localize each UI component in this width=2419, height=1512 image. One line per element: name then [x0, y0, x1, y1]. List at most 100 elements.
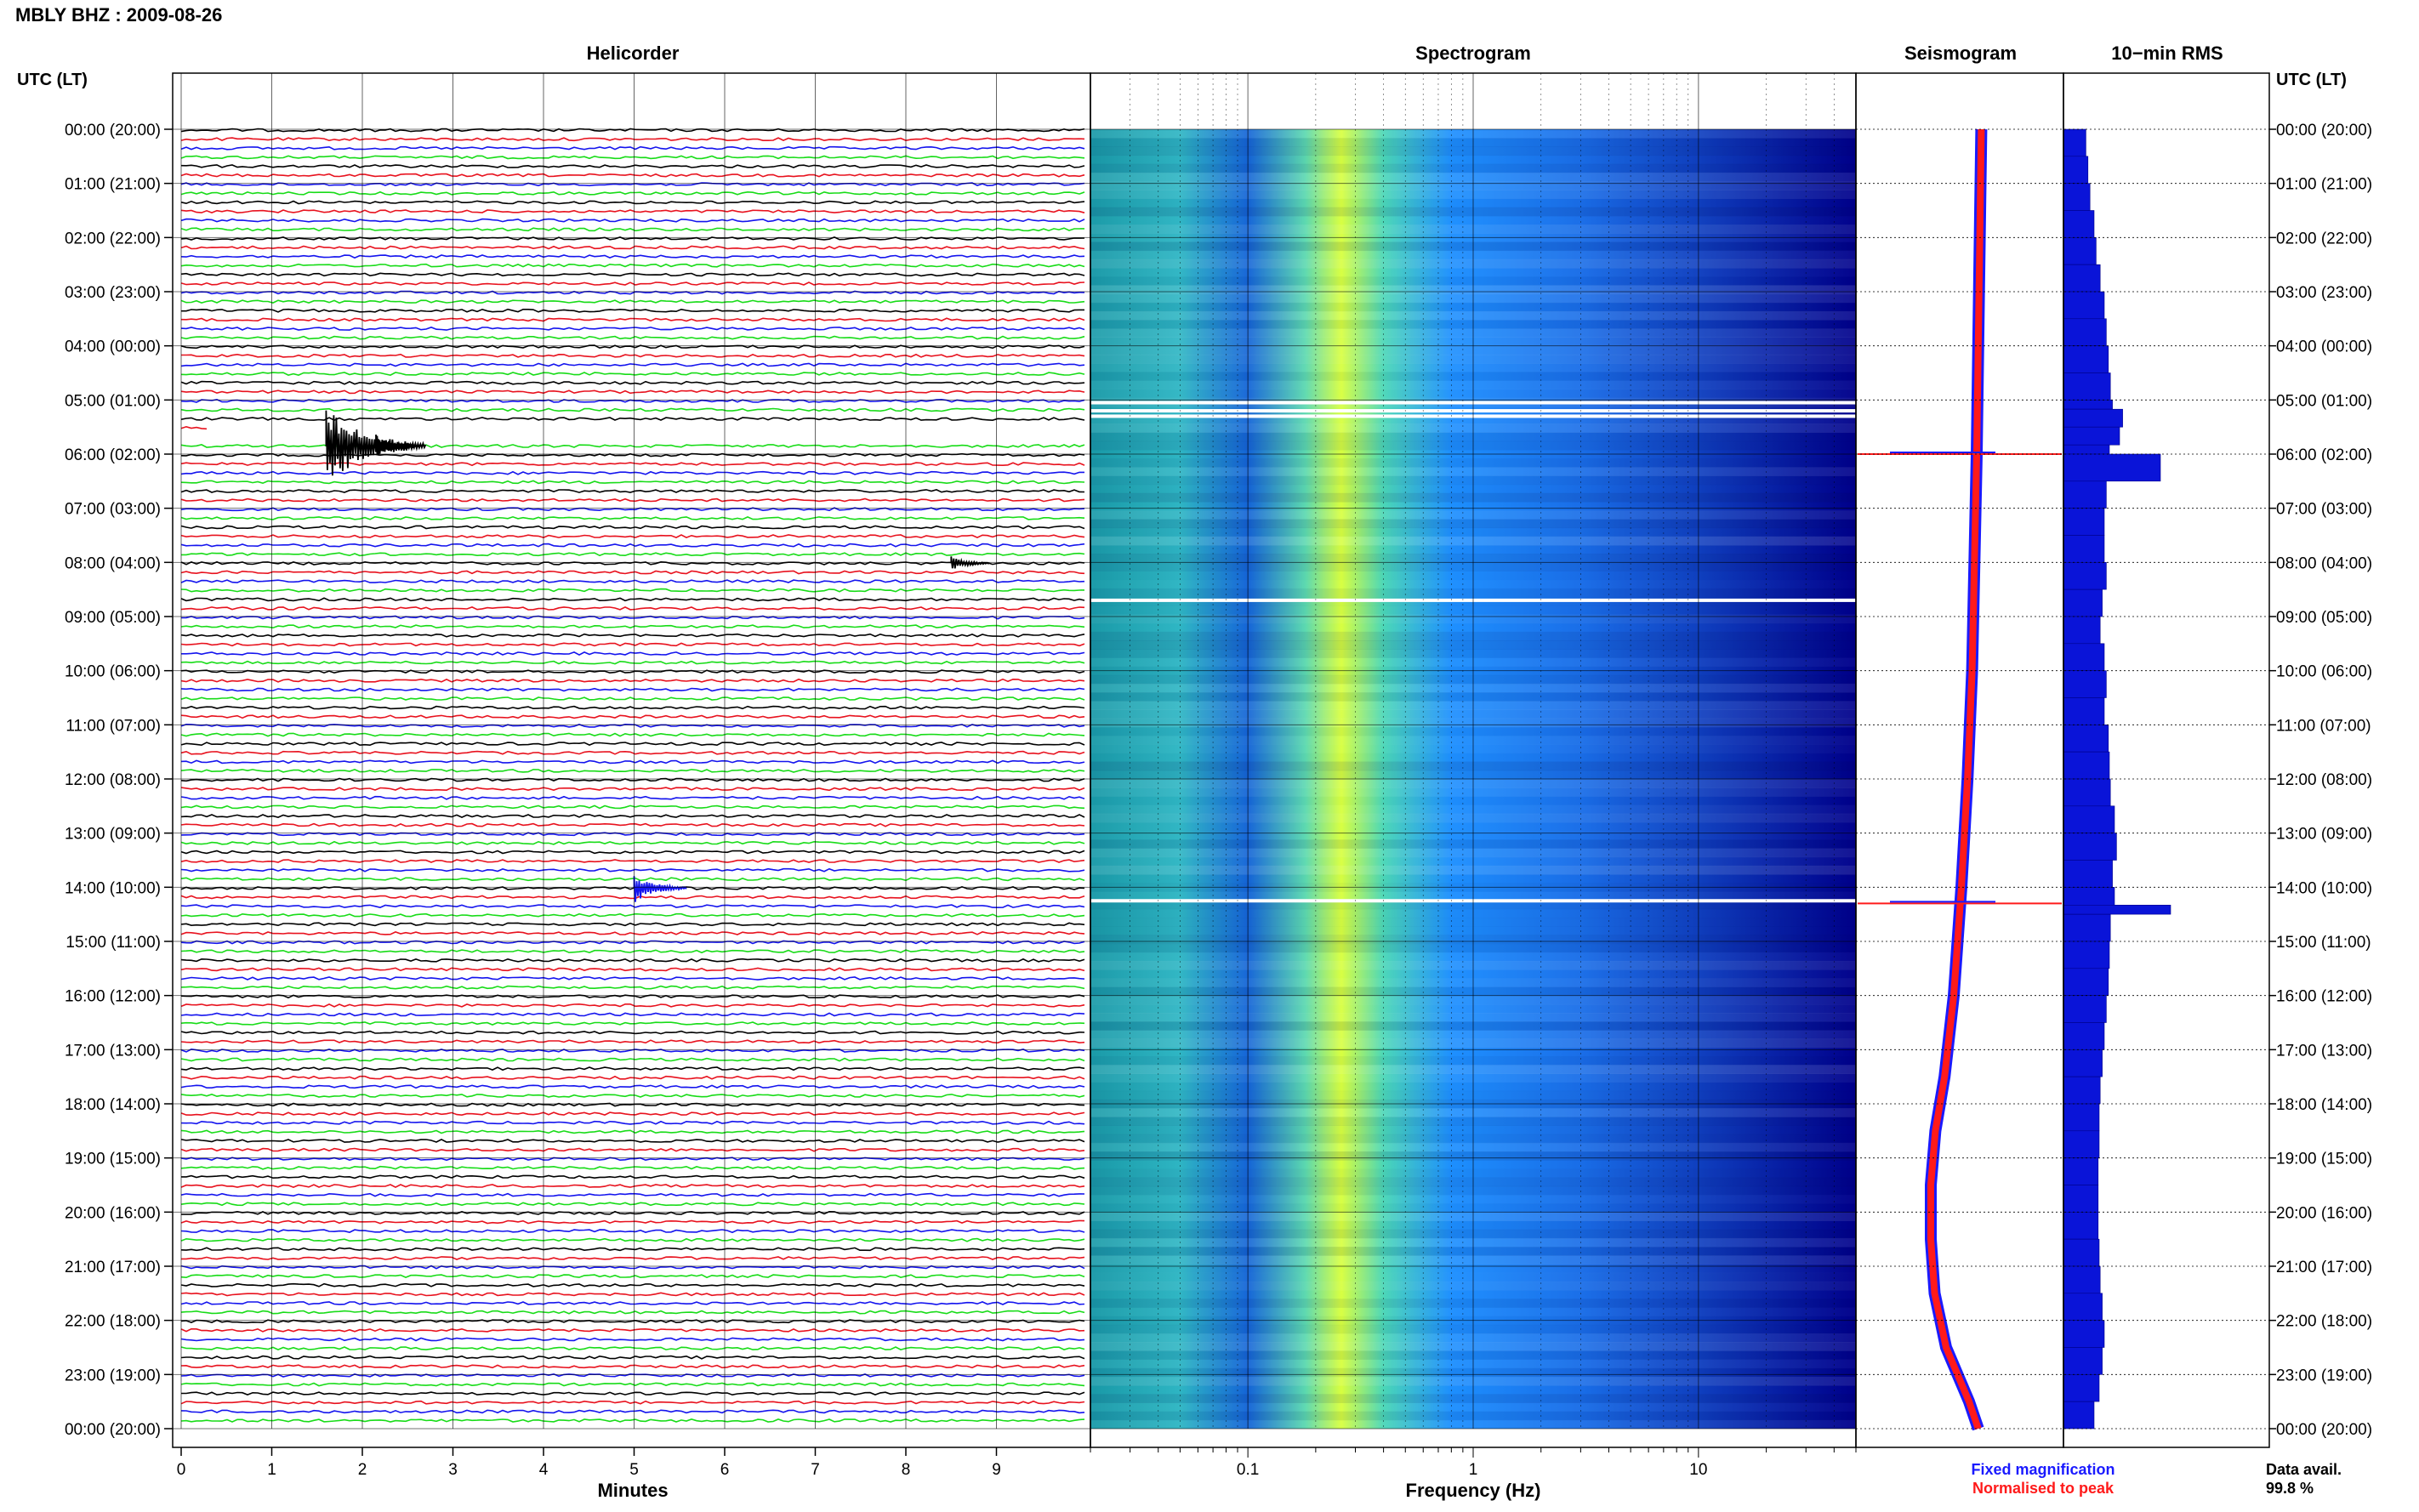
- hour-tick-label-right: 07:00 (03:00): [2276, 501, 2372, 519]
- helicorder-trace: [181, 1174, 1085, 1179]
- helicorder-trace: [180, 867, 1085, 873]
- helicorder-trace: [180, 1346, 1085, 1350]
- rms-bar: [2063, 1022, 2105, 1050]
- rms-bar: [2063, 426, 2120, 446]
- helicorder-trace: [180, 985, 1085, 990]
- helicorder-trace: [180, 1274, 1085, 1279]
- helicorder-trace: [180, 1219, 1085, 1225]
- hour-tick-label-right: 08:00 (04:00): [2276, 554, 2372, 572]
- hour-tick-label-left: 23:00 (19:00): [65, 1367, 161, 1384]
- helicorder-trace: [180, 245, 1085, 250]
- rms-bar: [2063, 1076, 2101, 1105]
- helicorder-trace: [180, 281, 1085, 286]
- helicorder-trace: [180, 272, 1085, 277]
- hour-tick-label-left: 17:00 (13:00): [65, 1042, 161, 1060]
- rms-title: 10−min RMS: [2111, 43, 2223, 64]
- helicorder-trace: [180, 543, 1085, 548]
- hour-tick-label-right: 15:00 (11:00): [2276, 934, 2371, 952]
- spectrogram-xlabel: Frequency (Hz): [1406, 1480, 1541, 1501]
- minute-tick-label: 4: [539, 1461, 549, 1479]
- helicorder-trace: [180, 1409, 1085, 1414]
- helicorder-trace: [180, 832, 1085, 837]
- minute-tick-label: 6: [720, 1461, 730, 1479]
- rms-bar: [2063, 1049, 2103, 1077]
- hour-tick-label-left: 05:00 (01:00): [65, 392, 161, 410]
- minute-tick-label: 3: [448, 1461, 458, 1479]
- rms-bar: [2063, 860, 2113, 888]
- helicorder-trace: [180, 1319, 1085, 1324]
- minute-tick-label: 0: [177, 1461, 186, 1479]
- helicorder-trace: [180, 642, 1085, 647]
- hour-tick-label-left: 20:00 (16:00): [65, 1204, 161, 1222]
- helicorder-trace: [180, 606, 1085, 611]
- hour-tick-label-right: 00:00 (20:00): [2276, 1421, 2372, 1439]
- helicorder-trace: [180, 327, 1085, 331]
- rms-bar: [2063, 1212, 2099, 1240]
- hour-tick-label-left: 15:00 (11:00): [65, 934, 161, 952]
- helicorder-trace: [180, 1057, 1085, 1062]
- hour-tick-label-right: 19:00 (15:00): [2276, 1151, 2372, 1168]
- hour-tick-label-right: 14:00 (10:00): [2276, 879, 2372, 897]
- hour-tick-label-right: 23:00 (19:00): [2276, 1367, 2372, 1384]
- spectrogram-title: Spectrogram: [1415, 43, 1531, 64]
- rms-bar: [2063, 444, 2110, 455]
- helicorder-trace: [180, 1337, 1085, 1342]
- rms-bar: [2063, 616, 2101, 645]
- helicorder-trace: [180, 1265, 1085, 1270]
- hour-tick-label-left: 19:00 (15:00): [65, 1151, 161, 1168]
- rms-bar: [2063, 345, 2109, 373]
- helicorder-trace: [180, 1129, 1085, 1134]
- rms-bar: [2063, 643, 2105, 671]
- minute-tick-label: 5: [629, 1461, 639, 1479]
- rms-bar: [2063, 561, 2107, 590]
- helicorder-trace: [180, 1003, 1085, 1008]
- rms-bar: [2063, 1265, 2101, 1294]
- helicorder-trace: [180, 534, 1085, 539]
- helicorder-trace: [180, 1111, 1085, 1117]
- helicorder-trace: [180, 155, 1085, 160]
- rms-bar: [2063, 236, 2097, 265]
- helicorder-trace: [180, 1192, 1085, 1197]
- hour-tick-label-left: 13:00 (09:00): [65, 826, 161, 844]
- helicorder-trace: [180, 678, 1085, 683]
- helicorder-trace: [180, 759, 1085, 765]
- helicorder-trace: [180, 1030, 1085, 1035]
- helicorder-trace: [180, 362, 1085, 367]
- helicorder-trace: [180, 1310, 1085, 1315]
- rms-bar: [2063, 995, 2107, 1023]
- helicorder-trace: [180, 200, 1085, 205]
- helicorder-trace: [180, 633, 1085, 638]
- rms-bar: [2063, 1347, 2103, 1375]
- hour-tick-label-right: 22:00 (18:00): [2276, 1313, 2372, 1331]
- hour-tick-label-left: 01:00 (21:00): [65, 176, 161, 194]
- helicorder-trace: [181, 1210, 1085, 1215]
- legend-fixed-magnification: Fixed magnification: [1971, 1461, 2114, 1478]
- helicorder-trace: [180, 470, 1084, 475]
- helicorder-trace: [180, 209, 1085, 214]
- helicorder-trace: [180, 714, 1085, 719]
- helicorder-trace: [181, 1256, 1085, 1260]
- helicorder-trace: [180, 425, 208, 430]
- helicorder-trace: [180, 489, 1085, 493]
- rms-bar: [2063, 724, 2109, 753]
- rms-bar: [2063, 399, 2113, 410]
- helicorder-panel: [180, 128, 1085, 1423]
- helicorder-trace: [180, 1237, 1085, 1242]
- seismogram-frame: [1855, 72, 2064, 1448]
- hour-tick-label-right: 12:00 (08:00): [2276, 771, 2372, 789]
- hour-tick-label-left: 06:00 (02:00): [65, 446, 161, 464]
- rms-bar: [2063, 183, 2091, 211]
- frequency-tick-label: 1: [1469, 1461, 1478, 1479]
- minute-tick-label: 1: [267, 1461, 276, 1479]
- helicorder-trace: [180, 407, 1085, 412]
- helicorder-trace: [180, 669, 1085, 674]
- helicorder-trace: [180, 660, 1085, 665]
- helicorder-trace: [180, 922, 1085, 927]
- helicorder-trace: [181, 353, 1085, 358]
- data-availability-label: Data avail.: [2266, 1461, 2342, 1478]
- rms-bar: [2063, 453, 2161, 482]
- helicorder-trace: [180, 218, 1085, 223]
- hour-tick-label-right: 18:00 (14:00): [2276, 1096, 2372, 1114]
- hour-tick-label-right: 09:00 (05:00): [2276, 609, 2372, 627]
- helicorder-trace: [180, 1039, 1085, 1044]
